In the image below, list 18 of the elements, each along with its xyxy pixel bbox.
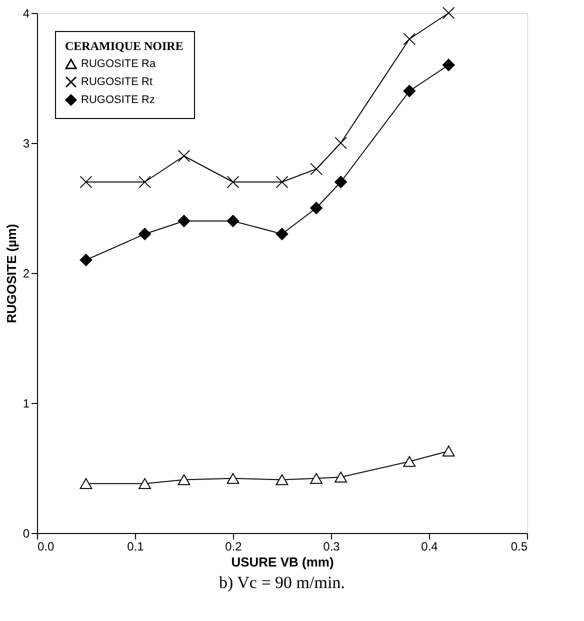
legend-label: RUGOSITE Rz — [81, 94, 155, 106]
text: b) Vc = 90 m/min. — [219, 573, 345, 592]
x-tick-label: 0.0 — [38, 540, 55, 554]
y-axis-title: RUGOSITE (µm) — [4, 224, 19, 324]
y-tick-label: 3 — [22, 136, 30, 150]
y-tick-label: 0 — [22, 526, 30, 540]
x-tick-label: 0.3 — [323, 540, 340, 554]
x-tick-label: 0.1 — [127, 540, 144, 554]
y-tick-label: 1 — [22, 396, 30, 410]
x-axis-title: USURE VB (mm) — [231, 554, 334, 570]
y-tick-label: 4 — [22, 6, 30, 20]
x-tick-label: 0.4 — [421, 540, 438, 554]
legend-title: CERAMIQUE NOIRE — [65, 39, 184, 53]
y-tick-label: 2 — [22, 266, 30, 280]
x-tick-label: 0.2 — [225, 540, 242, 554]
legend-label: RUGOSITE Ra — [81, 58, 156, 70]
x-tick-label: 0.5 — [510, 540, 528, 554]
legend-label: RUGOSITE Rt — [81, 76, 153, 88]
